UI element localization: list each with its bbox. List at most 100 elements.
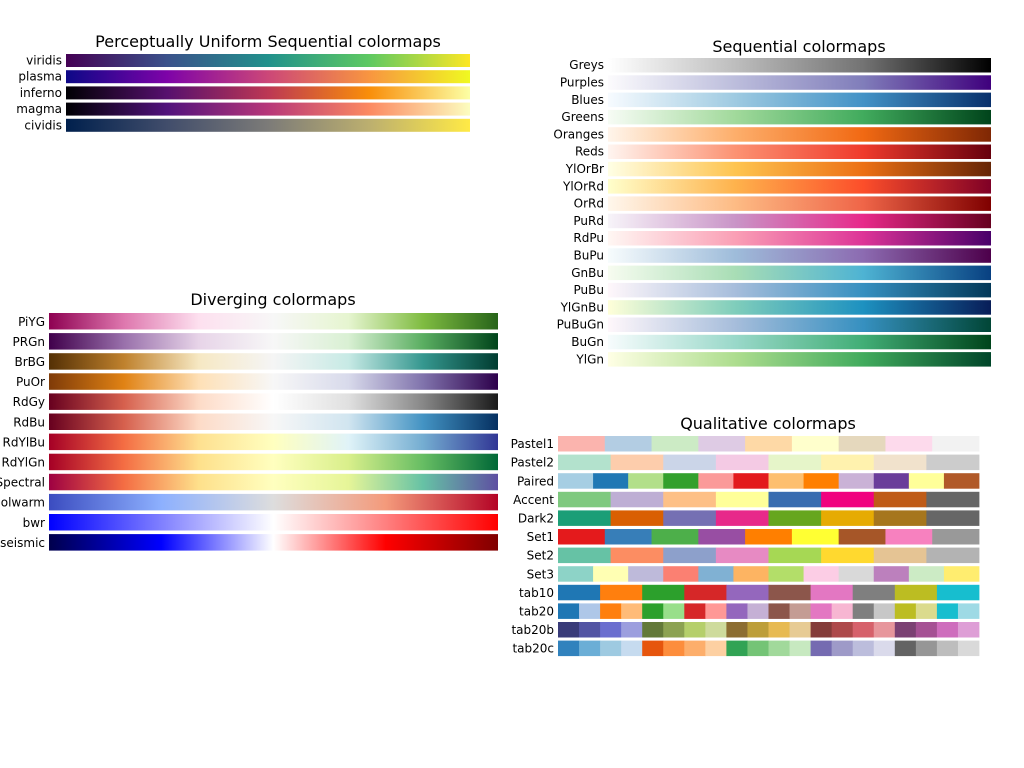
colormap-bar-inferno xyxy=(66,86,470,100)
color-swatch xyxy=(831,622,854,638)
color-swatch xyxy=(936,622,959,638)
color-swatch xyxy=(663,510,717,526)
color-swatch xyxy=(621,640,643,657)
colormap-bar-tab20c xyxy=(558,640,980,657)
diverging-panel: Diverging colormaps PiYG PRGn BrBG PuOr RdGy R… xyxy=(0,290,498,551)
color-swatch xyxy=(726,622,748,638)
colormap-label-Paired: Paired xyxy=(517,474,554,488)
color-swatch xyxy=(852,622,875,638)
color-swatch xyxy=(957,640,980,657)
color-swatch xyxy=(698,529,746,545)
colormap-bar-magma xyxy=(66,102,470,116)
color-swatch xyxy=(579,603,601,619)
colormap-label-tab20c: tab20c xyxy=(512,642,554,656)
colormap-label-tab10: tab10 xyxy=(519,586,554,600)
colormap-label-inferno: inferno xyxy=(20,86,62,100)
color-swatch xyxy=(684,584,727,601)
color-swatch xyxy=(803,566,840,582)
color-swatch xyxy=(936,584,980,601)
color-swatch xyxy=(768,603,790,619)
color-swatch xyxy=(873,473,910,489)
qualitative-panel: Qualitative colormaps Pastel1 Pastel2 Paire… xyxy=(511,414,980,657)
color-swatch xyxy=(663,547,717,564)
colormap-bar-BuPu xyxy=(608,248,991,263)
color-swatch xyxy=(936,640,959,657)
colormap-bar-RdYlGn xyxy=(49,453,498,471)
colormap-label-Dark2: Dark2 xyxy=(518,511,554,525)
colormap-bar-seismic xyxy=(49,534,498,551)
color-swatch xyxy=(628,473,664,489)
color-swatch xyxy=(894,603,917,619)
color-swatch xyxy=(610,454,664,471)
color-swatch xyxy=(604,529,652,545)
color-swatch xyxy=(908,473,945,489)
color-swatch xyxy=(810,640,833,657)
color-swatch xyxy=(733,473,769,489)
colormap-bar-Greys xyxy=(608,58,991,73)
color-swatch xyxy=(705,640,727,657)
color-swatch xyxy=(621,603,643,619)
color-swatch xyxy=(821,510,875,526)
color-swatch xyxy=(698,473,734,489)
color-swatch xyxy=(558,491,612,508)
colormap-bar-RdGy xyxy=(49,393,498,410)
color-swatch xyxy=(663,473,699,489)
colormap-bar-Blues xyxy=(608,92,991,108)
color-swatch xyxy=(768,566,804,582)
color-swatch xyxy=(593,473,629,489)
color-swatch xyxy=(838,566,875,582)
color-swatch xyxy=(957,603,980,619)
colormap-bar-Accent xyxy=(558,491,980,508)
colormap-label-PuRd: PuRd xyxy=(573,214,604,228)
colormap-label-Pastel1: Pastel1 xyxy=(511,437,554,451)
color-swatch xyxy=(768,584,811,601)
color-swatch xyxy=(768,547,822,564)
color-swatch xyxy=(579,640,601,657)
color-swatch xyxy=(838,436,886,452)
color-swatch xyxy=(558,547,612,564)
color-swatch xyxy=(558,510,612,526)
color-swatch xyxy=(803,473,840,489)
colormap-label-seismic: seismic xyxy=(0,536,45,550)
colormap-label-bwr: bwr xyxy=(23,516,45,530)
colormap-label-Set2: Set2 xyxy=(527,549,554,563)
color-swatch xyxy=(768,640,790,657)
colormap-label-Set3: Set3 xyxy=(527,567,554,581)
color-swatch xyxy=(831,603,854,619)
color-swatch xyxy=(810,584,854,601)
color-swatch xyxy=(610,491,664,508)
colormap-bar-YlGnBu xyxy=(608,300,991,315)
color-swatch xyxy=(821,454,875,471)
colormap-bar-Set1 xyxy=(558,529,980,545)
colormap-bar-Pastel1 xyxy=(558,436,980,452)
color-swatch xyxy=(873,454,927,471)
colormap-label-YlOrBr: YlOrBr xyxy=(565,162,604,176)
color-swatch xyxy=(943,566,980,582)
color-swatch xyxy=(873,566,910,582)
color-swatch xyxy=(558,436,606,452)
colormap-label-tab20: tab20 xyxy=(519,604,554,618)
color-swatch xyxy=(747,603,769,619)
colormap-label-Blues: Blues xyxy=(571,93,604,107)
colormap-bar-PuRd xyxy=(608,213,991,229)
colormap-bar-Purples xyxy=(608,75,991,90)
colormap-bar-PuBu xyxy=(608,282,991,298)
colormap-bar-RdPu xyxy=(608,231,991,246)
colormap-bar-BuGn xyxy=(608,334,991,350)
color-swatch xyxy=(873,547,927,564)
colormap-bar-Dark2 xyxy=(558,510,980,526)
color-swatch xyxy=(873,510,927,526)
sequential-title: Sequential colormaps xyxy=(712,37,885,56)
colormap-label-RdYlGn: RdYlGn xyxy=(1,455,45,469)
color-swatch xyxy=(810,622,833,638)
colormap-bar-coolwarm xyxy=(49,493,498,511)
color-swatch xyxy=(558,473,594,489)
colormap-bar-Reds xyxy=(608,144,991,159)
color-swatch xyxy=(873,603,896,619)
colormap-label-YlGn: YlGn xyxy=(575,352,604,366)
colormap-bar-tab20 xyxy=(558,603,980,619)
colormap-bar-tab20b xyxy=(558,622,980,638)
color-swatch xyxy=(558,529,606,545)
color-swatch xyxy=(600,640,622,657)
